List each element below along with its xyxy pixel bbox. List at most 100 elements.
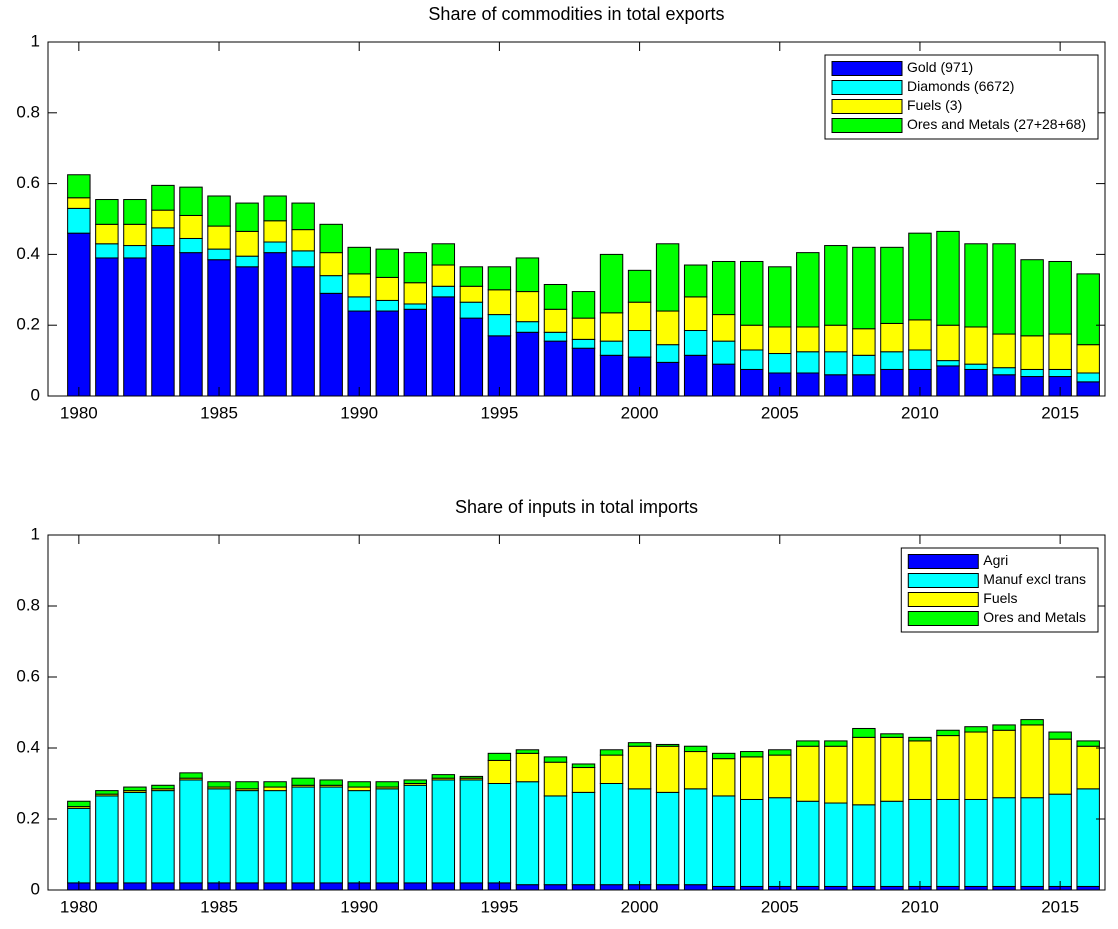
bar-segment [1020,797,1044,887]
bar-segment [515,321,540,333]
bar-segment [796,745,820,802]
bar-segment [711,363,736,397]
bar-segment [852,246,876,330]
bar-segment [852,885,876,891]
x-tick-label: 2015 [1041,403,1079,422]
bar-segment [375,310,399,397]
bar-segment [627,745,652,790]
bar-segment [683,751,708,790]
bar-segment [207,225,231,250]
bar-segment [347,246,371,275]
bar-segment [599,754,624,784]
bar-segment [291,777,315,786]
bar-segment [459,882,484,891]
bar-segment [123,786,147,792]
bar-segment [487,783,512,884]
legend-swatch [831,61,903,76]
bar-segment [1076,372,1100,383]
legend-label: Manuf excl trans [983,571,1086,587]
bar-segment [151,245,175,397]
bar-segment [1076,788,1100,887]
bar-segment [459,779,484,884]
bar-segment [487,759,512,784]
x-tick-label: 1980 [60,403,98,422]
bar-segment [796,885,820,891]
bar-segment [543,761,568,797]
bar-segment [824,351,848,376]
bar-segment [67,807,91,884]
y-tick-label: 0.8 [16,595,40,614]
bar-segment [880,351,904,370]
bar-segment [403,303,428,310]
bar-segment [571,884,596,891]
bar-segment [207,195,231,227]
bar-segment [768,754,792,799]
bar-segment [908,740,932,800]
bar-segment [571,317,596,340]
bar-segment [796,351,820,374]
bar-segment [375,248,399,278]
y-tick-label: 0.2 [16,315,40,334]
bar-segment [347,781,371,788]
bar-segment [179,779,203,884]
bar-segment [291,202,315,231]
bar-segment [683,330,708,356]
bar-segment [459,285,484,303]
bar-segment [235,202,259,232]
x-tick-label: 1980 [60,897,98,916]
y-tick-label: 0.4 [16,244,40,263]
bar-segment [347,786,371,792]
bar-segment [1020,259,1044,337]
bar-segment [515,781,540,886]
bar-segment [908,736,932,742]
bar-segment [459,301,484,319]
bar-segment [992,797,1016,887]
bar-segment [179,772,203,779]
bar-segment [95,790,119,795]
bar-segment [683,354,708,397]
bar-segment [655,745,680,793]
bar-segment [515,331,540,397]
legend-label: Agri [983,552,1008,568]
bar-segment [179,186,203,216]
bar-segment [627,742,652,747]
bar-segment [711,314,736,342]
bar-segment [711,752,736,760]
bar-segment [375,299,399,312]
bar-segment [403,882,428,891]
bar-segment [992,333,1016,369]
x-tick-label: 2000 [621,403,659,422]
legend-swatch [831,118,903,133]
bar-segment [431,882,456,891]
y-tick-label: 0 [31,879,40,898]
legend: Agri Manuf excl trans Fuels Ores and Metals [900,547,1099,633]
bar-segment [711,340,736,365]
bar-segment [459,266,484,287]
bar-segment [655,310,680,346]
y-tick-label: 1 [31,31,40,50]
bar-segment [291,266,315,397]
bar-segment [880,322,904,353]
bar-segment [768,749,792,756]
legend-label: Fuels (3) [907,97,962,113]
bar-segment [515,291,540,323]
bar-segment [95,882,119,891]
bar-segment [151,227,175,247]
bar-segment [1076,885,1100,891]
legend-swatch [907,592,979,607]
bar-segment [263,790,287,884]
bar-segment [123,199,147,225]
bar-segment [964,363,988,370]
bar-segment [627,788,652,886]
bar-segment [207,259,231,397]
bar-segment [740,798,764,887]
bar-segment [852,804,876,887]
bar-segment [1020,724,1044,799]
bar-segment [207,788,231,884]
bar-segment [1020,368,1044,378]
bar-segment [1048,793,1072,887]
bar-segment [683,264,708,298]
bar-segment [263,195,287,222]
bar-segment [67,197,91,209]
